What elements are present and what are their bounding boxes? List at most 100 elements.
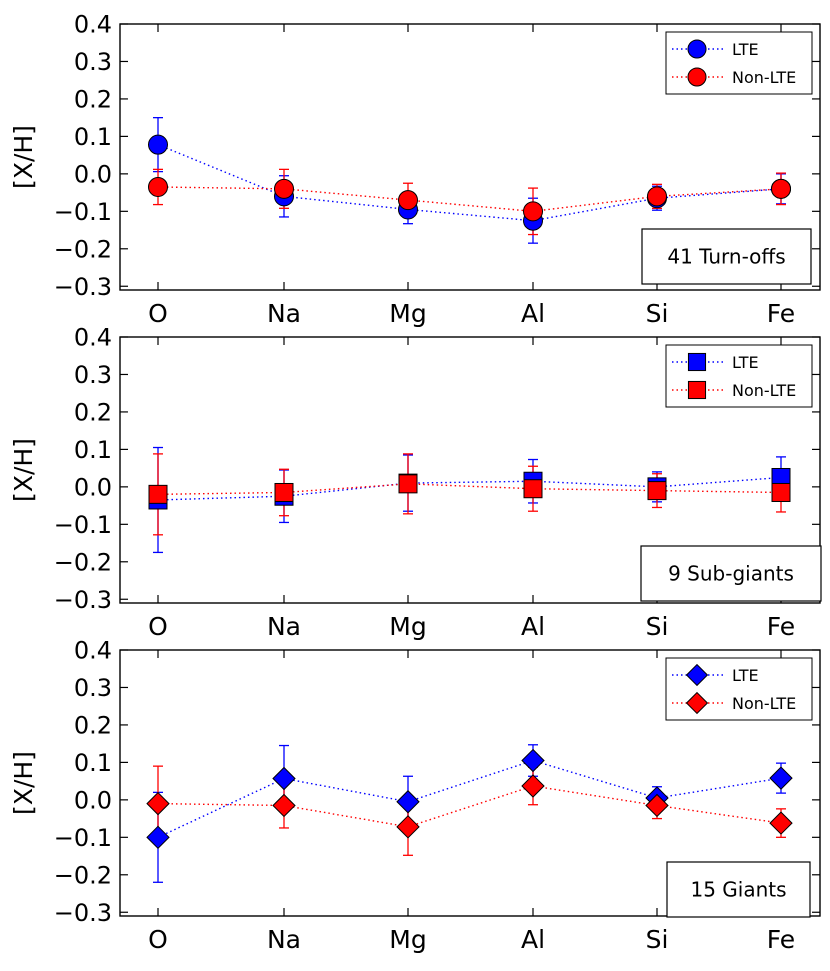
y-tick-label: −0.1 xyxy=(54,198,112,226)
panel-label-box xyxy=(666,861,811,918)
y-tick-label: 0.0 xyxy=(74,473,112,501)
x-tick-label: Mg xyxy=(389,925,426,954)
x-tick-label: Fe xyxy=(767,299,795,328)
data-point xyxy=(398,474,418,494)
x-tick-label: Mg xyxy=(389,299,426,328)
panel-label-box xyxy=(640,545,822,602)
data-point xyxy=(274,178,294,199)
x-tick-label: Al xyxy=(521,612,545,641)
data-point xyxy=(771,482,791,502)
y-axis-label: [X/H] xyxy=(9,751,38,815)
series-line xyxy=(157,143,782,222)
panel-3: 0.4 0.3 0.2 0.1 0.0 −0.1 −0.2 −0.3 O Na Mg Al Si Fe [X… xyxy=(9,637,821,954)
data-point xyxy=(523,201,543,222)
data-point xyxy=(274,482,294,502)
y-tick-label: 0.2 xyxy=(74,85,112,113)
y-tick-label: −0.3 xyxy=(54,899,112,927)
panel-2: 0.4 0.3 0.2 0.1 0.0 −0.1 −0.2 −0.3 O Na Mg Al Si Fe [X… xyxy=(9,324,822,641)
y-tick-label: 0.4 xyxy=(74,324,112,352)
y-tick-label: 0.2 xyxy=(74,711,112,739)
y-tick-label: 0.1 xyxy=(74,123,112,151)
legend-label: Non-LTE xyxy=(732,68,796,87)
data-point xyxy=(521,748,545,773)
y-tick-label: 0.1 xyxy=(74,436,112,464)
legend-label: LTE xyxy=(732,666,759,685)
data-point xyxy=(396,815,420,839)
data-point xyxy=(148,134,168,155)
x-tick-label: O xyxy=(148,612,168,641)
y-tick-label: −0.3 xyxy=(54,586,112,614)
x-tick-label: Na xyxy=(267,299,301,328)
x-tick-label: O xyxy=(148,925,168,954)
legend-label: LTE xyxy=(732,353,759,372)
data-point xyxy=(146,791,170,816)
y-tick-label: 0.3 xyxy=(74,361,112,389)
y-tick-label: −0.3 xyxy=(54,273,112,301)
series-line xyxy=(157,759,782,838)
legend: LTE Non-LTE xyxy=(665,657,813,721)
y-axis-label: [X/H] xyxy=(9,438,38,502)
x-tick-label: O xyxy=(148,299,168,328)
panel-label: 41 Turn-offs xyxy=(667,245,785,269)
legend-label: Non-LTE xyxy=(732,694,796,713)
data-point xyxy=(769,766,793,790)
data-point xyxy=(771,178,791,199)
y-tick-label: −0.1 xyxy=(54,824,112,852)
legend-marker xyxy=(685,663,709,687)
y-tick-label: −0.1 xyxy=(54,511,112,539)
x-tick-label: Mg xyxy=(389,612,426,641)
data-point xyxy=(272,793,296,818)
y-tick-label: −0.2 xyxy=(54,861,112,889)
legend-marker xyxy=(687,352,707,372)
y-tick-label: 0.4 xyxy=(74,637,112,665)
legend-marker xyxy=(687,380,707,400)
x-tick-label: Si xyxy=(646,299,669,328)
y-tick-label: −0.2 xyxy=(54,235,112,263)
series-line xyxy=(157,785,782,828)
series-line xyxy=(157,186,782,213)
data-point xyxy=(647,481,667,501)
x-tick-label: Si xyxy=(646,612,669,641)
data-point xyxy=(272,766,296,791)
legend-marker xyxy=(685,691,709,715)
y-tick-label: 0.2 xyxy=(74,398,112,426)
legend-label: LTE xyxy=(732,40,759,59)
y-tick-label: 0.3 xyxy=(74,674,112,702)
series-non-lte xyxy=(153,168,786,236)
x-tick-label: Na xyxy=(267,925,301,954)
legend: LTE Non-LTE xyxy=(665,344,813,408)
plot-frame xyxy=(119,23,821,291)
series-lte xyxy=(153,117,786,244)
data-point xyxy=(396,790,420,814)
data-point xyxy=(645,793,669,818)
y-tick-label: 0.3 xyxy=(74,48,112,76)
legend-marker xyxy=(687,67,707,87)
data-point xyxy=(521,774,545,798)
y-axis-label: [X/H] xyxy=(9,125,38,189)
plot-frame xyxy=(119,336,821,604)
data-point xyxy=(148,176,168,197)
x-tick-label: Na xyxy=(267,612,301,641)
series-non-lte xyxy=(153,765,786,856)
panel-label-box xyxy=(641,228,812,285)
data-point xyxy=(146,825,170,850)
panel-label: 9 Sub-giants xyxy=(668,562,794,586)
data-point xyxy=(148,484,168,504)
legend: LTE Non-LTE xyxy=(665,31,813,95)
y-tick-label: 0.4 xyxy=(74,11,112,39)
panel-label: 15 Giants xyxy=(690,878,786,902)
data-point xyxy=(398,190,418,211)
legend-marker xyxy=(687,39,707,59)
data-point xyxy=(523,479,543,499)
plot-frame xyxy=(119,649,821,917)
x-tick-label: Al xyxy=(521,299,545,328)
x-tick-label: Fe xyxy=(767,925,795,954)
y-tick-label: 0.0 xyxy=(74,786,112,814)
legend-box xyxy=(665,657,813,721)
x-tick-label: Fe xyxy=(767,612,795,641)
series-line xyxy=(157,483,782,496)
y-tick-label: 0.1 xyxy=(74,749,112,777)
series-lte xyxy=(153,446,786,554)
x-tick-label: Si xyxy=(646,925,669,954)
